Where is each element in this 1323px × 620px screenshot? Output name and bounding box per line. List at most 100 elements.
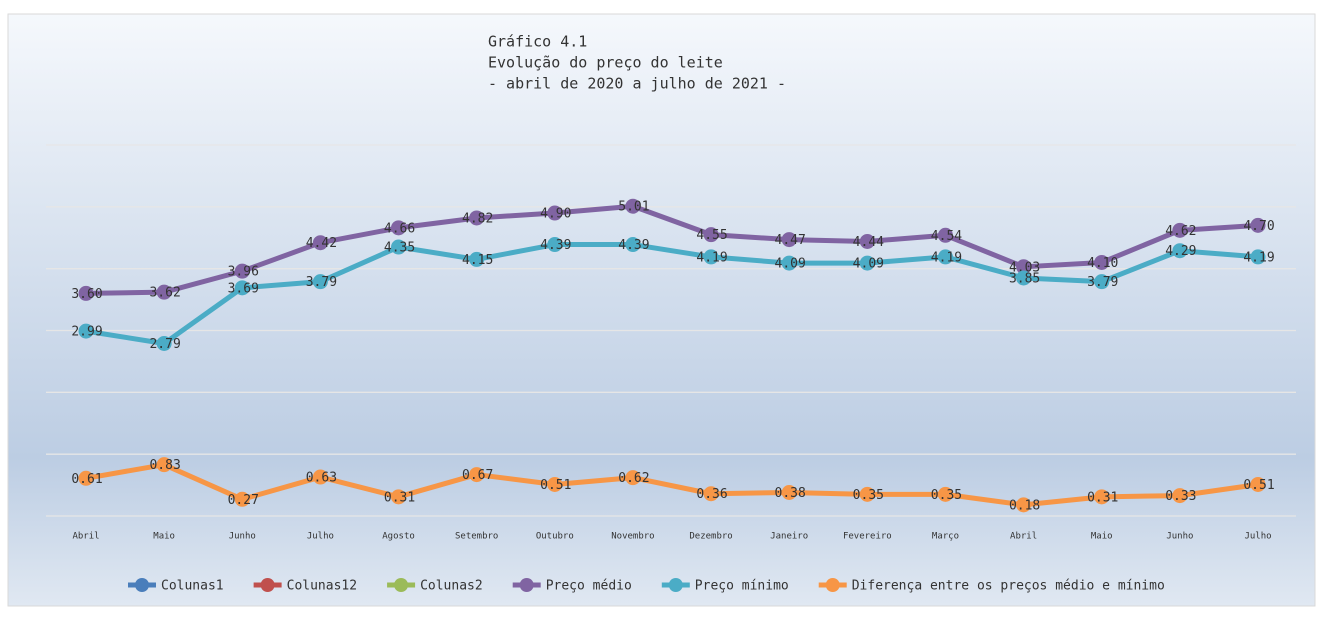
- data-label: 0.38: [775, 486, 806, 501]
- data-point: [1094, 254, 1110, 270]
- data-point: [78, 323, 94, 339]
- data-label: 0.62: [618, 471, 649, 486]
- data-point: [625, 470, 641, 486]
- data-point: [1250, 249, 1266, 265]
- data-point: [312, 469, 328, 485]
- legend-marker: [135, 578, 149, 592]
- x-tick-label: Julho: [1244, 532, 1271, 542]
- data-label: 4.90: [540, 207, 571, 222]
- data-point: [1016, 270, 1032, 286]
- legend-label: Colunas2: [420, 579, 483, 594]
- series-line: [85, 462, 1259, 508]
- data-label: 4.35: [384, 241, 415, 256]
- data-label: 4.47: [775, 233, 806, 248]
- data-point: [469, 251, 485, 267]
- data-point: [859, 486, 875, 502]
- data-label: 3.69: [228, 281, 259, 296]
- data-label: 0.31: [1087, 490, 1118, 505]
- data-point: [391, 489, 407, 505]
- data-label: 0.63: [306, 471, 337, 486]
- data-point: [1094, 274, 1110, 290]
- data-label: 4.29: [1165, 244, 1196, 259]
- data-point: [1172, 222, 1188, 238]
- data-point: [781, 485, 797, 501]
- series-line: [85, 242, 1259, 346]
- data-label: 4.03: [1009, 260, 1040, 275]
- data-label: 2.79: [149, 337, 180, 352]
- data-label: 0.67: [462, 468, 493, 483]
- data-label: 4.44: [853, 235, 884, 250]
- data-point: [78, 470, 94, 486]
- data-label: 0.51: [540, 478, 571, 493]
- data-point: [234, 280, 250, 296]
- chart-area: [7, 13, 1316, 607]
- data-point: [703, 486, 719, 502]
- x-tick-label: Fevereiro: [843, 532, 892, 542]
- data-label: 3.96: [228, 265, 259, 280]
- data-point: [703, 227, 719, 243]
- chart-title: Evolução do preço do leite: [488, 54, 723, 72]
- x-tick-label: Junho: [1166, 532, 1193, 542]
- x-tick-label: Julho: [307, 532, 334, 542]
- data-point: [156, 457, 172, 473]
- legend-marker: [394, 578, 409, 592]
- data-point: [625, 198, 641, 214]
- x-tick-label: Junho: [229, 532, 256, 542]
- legend-item: Colunas2: [387, 578, 483, 594]
- x-tick-label: Novembro: [611, 532, 654, 542]
- data-point: [469, 467, 485, 483]
- data-label: 0.18: [1009, 498, 1040, 513]
- data-point: [1250, 476, 1266, 492]
- data-point: [937, 486, 953, 502]
- data-label: 4.62: [1165, 224, 1196, 239]
- x-tick-label: Agosto: [382, 532, 415, 542]
- data-label: 5.01: [618, 200, 649, 215]
- data-point: [234, 263, 250, 279]
- data-label: 0.33: [1165, 489, 1196, 504]
- legend-label: Preço médio: [546, 579, 632, 594]
- data-label: 4.55: [696, 228, 727, 243]
- data-label: 0.51: [1243, 478, 1274, 493]
- data-point: [937, 249, 953, 265]
- data-label: 0.27: [228, 493, 259, 508]
- x-tick-label: Janeiro: [770, 532, 808, 542]
- data-point: [1094, 489, 1110, 505]
- legend-marker: [260, 578, 275, 592]
- chart-title: - abril de 2020 a julho de 2021 -: [488, 75, 786, 93]
- data-point: [234, 491, 250, 507]
- x-tick-label: Março: [932, 532, 959, 542]
- data-label: 4.82: [462, 211, 493, 226]
- legend-marker: [668, 578, 683, 592]
- legend-item: Diferença entre os preços médio e mínimo: [818, 578, 1165, 594]
- data-point: [703, 249, 719, 265]
- data-label: 4.10: [1087, 256, 1118, 271]
- data-point: [547, 237, 563, 253]
- x-tick-label: Maio: [153, 532, 175, 542]
- data-point: [1016, 497, 1032, 513]
- data-point: [391, 239, 407, 255]
- data-point: [937, 227, 953, 243]
- data-label: 4.54: [931, 229, 962, 244]
- data-label: 4.15: [462, 253, 493, 268]
- data-point: [781, 255, 797, 271]
- data-label: 4.19: [931, 250, 962, 265]
- legend-marker: [825, 578, 840, 592]
- data-point: [1016, 259, 1032, 275]
- data-point: [859, 255, 875, 271]
- data-point: [781, 232, 797, 248]
- data-label: 4.19: [696, 250, 727, 265]
- data-label: 0.61: [71, 472, 102, 487]
- data-label: 4.19: [1243, 250, 1274, 265]
- legend-item: Colunas12: [253, 578, 357, 594]
- data-point: [859, 233, 875, 249]
- chart-title: Gráfico 4.1: [488, 33, 587, 51]
- legend-label: Diferença entre os preços médio e mínimo: [852, 579, 1165, 594]
- data-label: 4.42: [306, 236, 337, 251]
- legend-marker: [519, 578, 534, 592]
- x-tick-label: Abril: [1010, 532, 1037, 542]
- x-tick-label: Setembro: [455, 532, 498, 542]
- legend-item: Preço médio: [512, 578, 632, 594]
- legend-label: Colunas1: [161, 579, 224, 594]
